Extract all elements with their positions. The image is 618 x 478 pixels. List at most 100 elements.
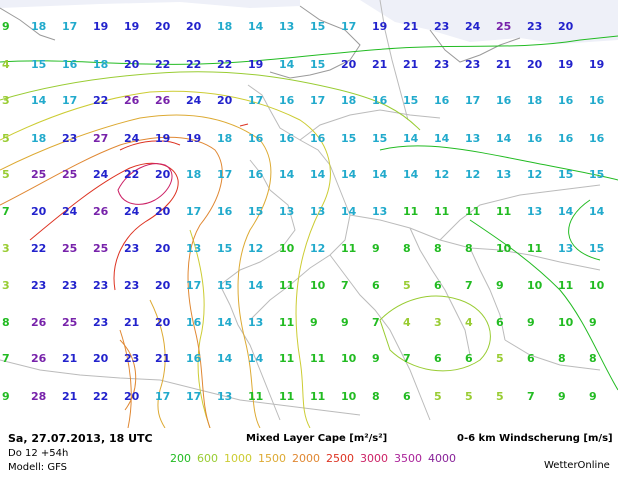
wind-shear-values: 9 18 17 19 19 20 20 18 14 13 15 17 19 21 23 24 25 23 20 4 15… — [2, 20, 605, 403]
cape-contours — [0, 35, 618, 428]
shear-value: 13 — [496, 168, 511, 181]
shear-value: 12 — [527, 168, 542, 181]
shear-value: 15 — [248, 205, 263, 218]
shear-value: 19 — [155, 132, 170, 145]
shear-value: 17 — [62, 94, 77, 107]
shear-value: 15 — [217, 279, 232, 292]
shear-value: 14 — [248, 20, 264, 33]
shear-value: 14 — [496, 132, 512, 145]
model-name-label: Modell: GFS — [8, 462, 68, 473]
shear-value: 10 — [496, 242, 512, 255]
shear-value: 16 — [558, 132, 574, 145]
shear-value: 18 — [31, 132, 46, 145]
shear-value: 27 — [93, 132, 108, 145]
shear-value: 4 — [403, 316, 411, 329]
shear-value: 19 — [186, 132, 201, 145]
shear-value: 16 — [496, 94, 512, 107]
shear-value: 15 — [589, 242, 604, 255]
shear-value: 14 — [589, 205, 605, 218]
shear-value: 16 — [248, 168, 264, 181]
shear-value: 7 — [465, 279, 473, 292]
shear-value: 23 — [434, 58, 449, 71]
shear-value: 18 — [217, 132, 232, 145]
shear-value: 20 — [217, 94, 233, 107]
shear-value: 5 — [496, 390, 504, 403]
shear-value: 3 — [2, 94, 10, 107]
shear-value: 6 — [372, 279, 380, 292]
shear-value: 6 — [434, 279, 442, 292]
shear-value: 21 — [496, 58, 511, 71]
shear-value: 15 — [558, 168, 573, 181]
shear-value: 13 — [310, 205, 325, 218]
shear-value: 24 — [124, 132, 140, 145]
shear-value: 25 — [62, 316, 77, 329]
shear-value: 22 — [31, 242, 46, 255]
shear-value: 20 — [558, 20, 574, 33]
shear-value: 16 — [186, 352, 202, 365]
shear-value: 22 — [124, 168, 139, 181]
shear-value: 18 — [31, 20, 46, 33]
shear-value: 20 — [186, 20, 202, 33]
shear-value: 23 — [124, 352, 139, 365]
shear-value: 23 — [93, 316, 108, 329]
model-run-label: Do 12 +54h — [8, 448, 69, 459]
legend-value: 1500 — [258, 452, 286, 465]
shear-value: 17 — [186, 279, 201, 292]
shear-value: 26 — [31, 352, 47, 365]
shear-value: 20 — [124, 390, 140, 403]
shear-value: 11 — [496, 205, 511, 218]
shear-value: 14 — [341, 205, 357, 218]
shear-value: 12 — [248, 242, 263, 255]
shear-value: 11 — [341, 242, 356, 255]
shear-value: 15 — [310, 20, 325, 33]
shear-value: 3 — [2, 279, 10, 292]
shear-value: 17 — [155, 390, 170, 403]
shear-value: 20 — [155, 205, 171, 218]
shear-value: 7 — [403, 352, 411, 365]
shear-value: 18 — [93, 58, 108, 71]
legend-value: 2500 — [326, 452, 354, 465]
weather-map: 9 18 17 19 19 20 20 18 14 13 15 17 19 21 23 24 25 23 20 4 15… — [0, 0, 618, 428]
shear-value: 9 — [2, 390, 10, 403]
shear-value: 10 — [310, 279, 326, 292]
shear-value: 12 — [465, 168, 480, 181]
shear-value: 7 — [372, 316, 380, 329]
shear-value: 14 — [403, 132, 419, 145]
shear-value: 18 — [186, 168, 201, 181]
shear-value: 24 — [186, 94, 202, 107]
shear-value: 11 — [279, 279, 294, 292]
shear-value: 25 — [496, 20, 511, 33]
shear-value: 14 — [279, 168, 295, 181]
shear-value: 17 — [310, 94, 325, 107]
shear-value: 20 — [341, 58, 357, 71]
shear-value: 13 — [248, 316, 263, 329]
shear-value: 24 — [62, 205, 78, 218]
shear-value: 4 — [2, 58, 10, 71]
shear-value: 11 — [558, 279, 573, 292]
shear-value: 15 — [372, 132, 387, 145]
shear-value: 8 — [2, 316, 10, 329]
shear-value: 25 — [31, 168, 46, 181]
shear-value: 17 — [465, 94, 480, 107]
shear-value: 20 — [527, 58, 543, 71]
shear-value: 9 — [341, 316, 349, 329]
shear-value: 9 — [496, 279, 504, 292]
shear-value: 13 — [186, 242, 201, 255]
shear-value: 26 — [93, 205, 109, 218]
shear-value: 22 — [155, 58, 170, 71]
shear-value: 10 — [341, 352, 357, 365]
shear-value: 7 — [2, 352, 10, 365]
shear-value: 24 — [93, 168, 109, 181]
shear-value: 14 — [248, 279, 264, 292]
shear-value: 21 — [62, 390, 77, 403]
shear-value: 11 — [279, 352, 294, 365]
shear-value: 26 — [31, 316, 47, 329]
shear-value: 22 — [217, 58, 232, 71]
shear-value: 23 — [124, 279, 139, 292]
shear-value: 11 — [248, 390, 263, 403]
shear-value: 18 — [341, 94, 356, 107]
shear-value: 9 — [372, 352, 380, 365]
legend-value: 3500 — [394, 452, 422, 465]
shear-value: 15 — [217, 242, 232, 255]
shear-value: 6 — [496, 316, 504, 329]
